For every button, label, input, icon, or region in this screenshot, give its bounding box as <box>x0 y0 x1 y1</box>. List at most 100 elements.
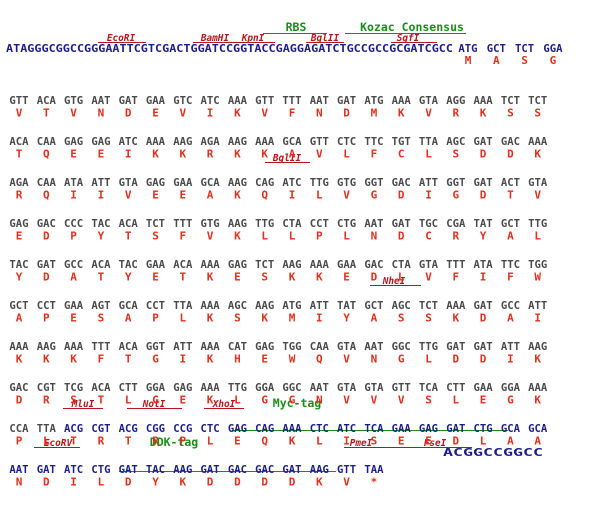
codon: GAA <box>392 423 412 435</box>
codon: CAG <box>255 177 274 189</box>
amino-acid: V <box>179 107 186 120</box>
amino-acid: L <box>179 312 186 325</box>
codon: TTC <box>501 259 520 271</box>
codon: GAC <box>228 464 247 476</box>
amino-acid: E <box>98 148 105 161</box>
codon: CTA <box>392 259 412 271</box>
codon: GAG <box>91 136 110 148</box>
codon: AAG <box>228 136 247 148</box>
codon: ACA <box>119 341 139 353</box>
codon: GTT <box>9 95 28 107</box>
codon: GTG <box>201 218 220 230</box>
codon: GAT <box>37 464 56 476</box>
site-label-kpni: KpnI <box>241 33 265 44</box>
amino-acid: A <box>125 312 132 325</box>
amino-acid: G <box>371 189 378 202</box>
amino-acid: I <box>507 353 514 366</box>
codon: GAC <box>501 136 520 148</box>
amino-acid: K <box>207 271 214 284</box>
codon: GAT <box>337 95 356 107</box>
amino-acid: S <box>234 312 241 325</box>
amino-acid: T <box>507 189 514 202</box>
amino-acid: K <box>207 353 214 366</box>
codon: CCA <box>9 423 29 435</box>
amino-acid: N <box>98 107 105 120</box>
codon: GAG <box>9 218 28 230</box>
codon: CCG <box>173 423 192 435</box>
amino-acid: D <box>234 476 241 489</box>
codon: AAA <box>201 341 221 353</box>
codon: CAG <box>255 423 274 435</box>
codon: TTA <box>173 300 193 312</box>
codon: GGT <box>446 177 465 189</box>
codon: CAA <box>310 341 330 353</box>
codon: ACG <box>64 423 83 435</box>
site-label-ecorv: EcoRV <box>44 438 74 449</box>
codon: AGA <box>9 177 29 189</box>
codon: AAA <box>64 341 84 353</box>
codon: GAT <box>392 218 411 230</box>
amino-acid: V <box>425 107 432 120</box>
codon: TTG <box>419 341 438 353</box>
codon: CGA <box>446 218 466 230</box>
codon: GAT <box>474 177 493 189</box>
codon: ACT <box>501 177 520 189</box>
codon: ACA <box>37 95 57 107</box>
amino-acid: D <box>125 476 132 489</box>
codon: CTG <box>474 423 493 435</box>
amino-acid: D <box>125 107 132 120</box>
amino-acid: V <box>343 189 350 202</box>
amino-acid: D <box>398 230 405 243</box>
amino-acid: K <box>480 107 487 120</box>
amino-acid: L <box>98 476 105 489</box>
amino-acid: T <box>179 271 186 284</box>
amino-acid: S <box>452 148 459 161</box>
amino-acid: E <box>16 230 23 243</box>
amino-acid: D <box>398 189 405 202</box>
codon: CAT <box>228 341 247 353</box>
codon: GTC <box>173 95 192 107</box>
amino-acid: E <box>70 148 77 161</box>
codon: GCT <box>9 300 28 312</box>
codon: ATT <box>419 177 438 189</box>
codon: GGA <box>543 43 563 55</box>
amino-acid: L <box>207 435 214 448</box>
amino-acid: N <box>371 230 378 243</box>
codon: AAA <box>392 95 412 107</box>
amino-acid: K <box>289 271 296 284</box>
amino-acid: T <box>43 107 50 120</box>
codon: TCT <box>146 218 165 230</box>
amino-acid: V <box>398 394 405 407</box>
amino-acid: E <box>343 271 350 284</box>
codon: GGA <box>146 382 166 394</box>
codon: CCC <box>64 218 83 230</box>
amino-acid: V <box>125 189 132 202</box>
codon: ACG <box>119 423 138 435</box>
codon: TGG <box>528 259 547 271</box>
amino-acid: R <box>43 394 50 407</box>
codon: CTC <box>310 423 329 435</box>
codon: GTA <box>419 95 439 107</box>
codon: AAA <box>474 95 494 107</box>
codon: GAT <box>474 300 493 312</box>
codon: TTA <box>419 136 439 148</box>
codon: GAT <box>119 95 138 107</box>
amino-acid: S <box>152 230 159 243</box>
amino-acid: K <box>179 476 186 489</box>
codon: ATT <box>528 300 547 312</box>
amino-acid: K <box>179 148 186 161</box>
codon: GCA <box>201 177 221 189</box>
codon: CTA <box>282 218 302 230</box>
codon: GCA <box>501 423 521 435</box>
amino-acid: G <box>152 353 159 366</box>
amino-acid: S <box>371 435 378 448</box>
amino-acid: T <box>16 148 23 161</box>
codon: GTT <box>337 464 356 476</box>
codon: GTG <box>337 177 356 189</box>
codon: TTG <box>255 218 274 230</box>
codon: AAA <box>528 382 548 394</box>
codon: AAG <box>37 341 56 353</box>
codon: GCA <box>528 423 548 435</box>
codon: CGT <box>91 423 110 435</box>
codon: GAG <box>419 423 438 435</box>
